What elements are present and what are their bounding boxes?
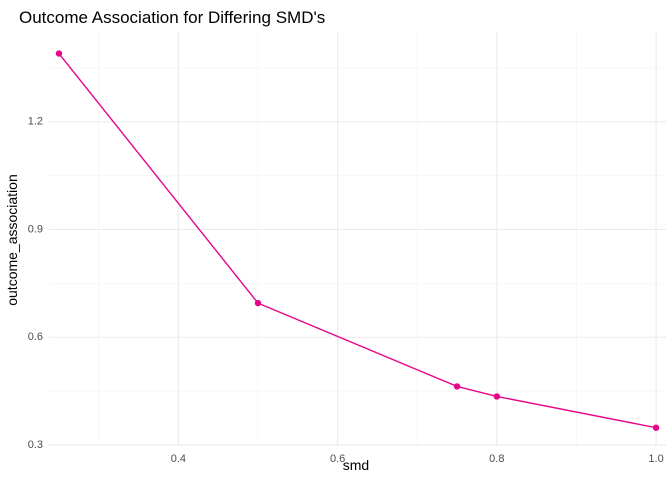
data-point [493, 393, 501, 400]
x-tick-label: 0.8 [489, 453, 504, 465]
data-point [652, 424, 660, 431]
data-point [55, 50, 63, 57]
x-axis-title: smd [343, 457, 369, 473]
major-gridlines [49, 32, 666, 446]
data-point [254, 299, 262, 307]
y-tick-label: 0.3 [28, 439, 43, 451]
x-tick-label: 1.0 [648, 453, 663, 465]
y-tick-label: 0.6 [28, 331, 43, 343]
x-axis-ticks: 0.4 0.6 0.8 1.0 [171, 453, 664, 465]
data-point [453, 383, 461, 390]
chart-title: Outcome Association for Differing SMD's [19, 8, 325, 27]
minor-gridlines [49, 32, 666, 446]
y-tick-label: 1.2 [28, 116, 43, 128]
x-tick-label: 0.6 [330, 453, 345, 465]
y-axis-ticks: 0.3 0.6 0.9 1.2 [28, 116, 43, 451]
x-tick-label: 0.4 [171, 453, 186, 465]
y-axis-title: outcome_association [4, 174, 20, 306]
y-tick-label: 0.9 [28, 223, 43, 235]
series-layer [55, 50, 660, 431]
